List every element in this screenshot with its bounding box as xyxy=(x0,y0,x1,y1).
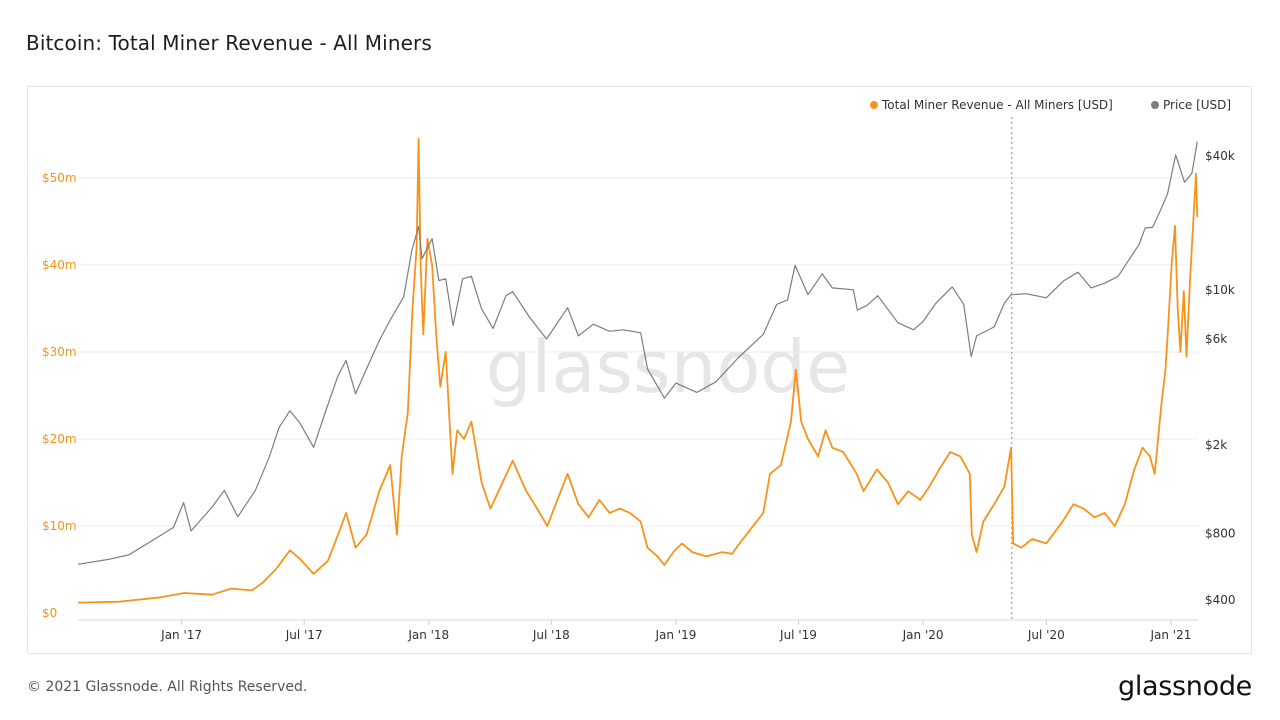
y-right-tick-label: $6k xyxy=(1205,332,1227,346)
x-tick-label: Jan '19 xyxy=(654,628,696,642)
legend-dot-0[interactable] xyxy=(870,101,878,109)
chart-frame: glassnode $0 $10m $20m $30m $40m $50m $400 $800 $… xyxy=(27,86,1252,654)
legend-label-1[interactable]: Price [USD] xyxy=(1163,98,1231,112)
x-tick-label: Jul '18 xyxy=(532,628,570,642)
x-tick-label: Jan '18 xyxy=(407,628,449,642)
x-tick-label: Jan '17 xyxy=(160,628,202,642)
y-left-tick-label: $30m xyxy=(42,345,77,359)
y-right-tick-label: $40k xyxy=(1205,149,1235,163)
footer-copyright: © 2021 Glassnode. All Rights Reserved. xyxy=(27,679,308,695)
y-left-tick-label: $20m xyxy=(42,432,77,446)
x-tick-label: Jul '19 xyxy=(779,628,817,642)
x-tick-label: Jul '17 xyxy=(285,628,323,642)
chart-svg: glassnode $0 $10m $20m $30m $40m $50m $400 $800 $… xyxy=(42,98,1236,642)
footer-logo[interactable]: glassnode xyxy=(1117,671,1252,702)
x-tick-label: Jan '20 xyxy=(902,628,944,642)
revenue-line xyxy=(77,137,1199,604)
y-right-tick-label: $10k xyxy=(1205,283,1235,297)
x-tick-label: Jan '21 xyxy=(1149,628,1191,642)
y-right-tick-label: $400 xyxy=(1205,593,1236,607)
y-right-tick-label: $2k xyxy=(1205,438,1227,452)
y-left-tick-label: $10m xyxy=(42,519,77,533)
y-left-tick-label: $50m xyxy=(42,171,77,185)
y-right-tick-label: $800 xyxy=(1205,526,1236,540)
y-left-tick-label: $0 xyxy=(42,606,57,620)
legend-label-0[interactable]: Total Miner Revenue - All Miners [USD] xyxy=(881,98,1113,112)
page-title: Bitcoin: Total Miner Revenue - All Miner… xyxy=(26,31,432,55)
x-tick-label: Jul '20 xyxy=(1027,628,1065,642)
y-left-tick-label: $40m xyxy=(42,258,77,272)
legend-dot-1[interactable] xyxy=(1151,101,1159,109)
watermark: glassnode xyxy=(486,325,851,409)
price-line xyxy=(77,141,1198,565)
